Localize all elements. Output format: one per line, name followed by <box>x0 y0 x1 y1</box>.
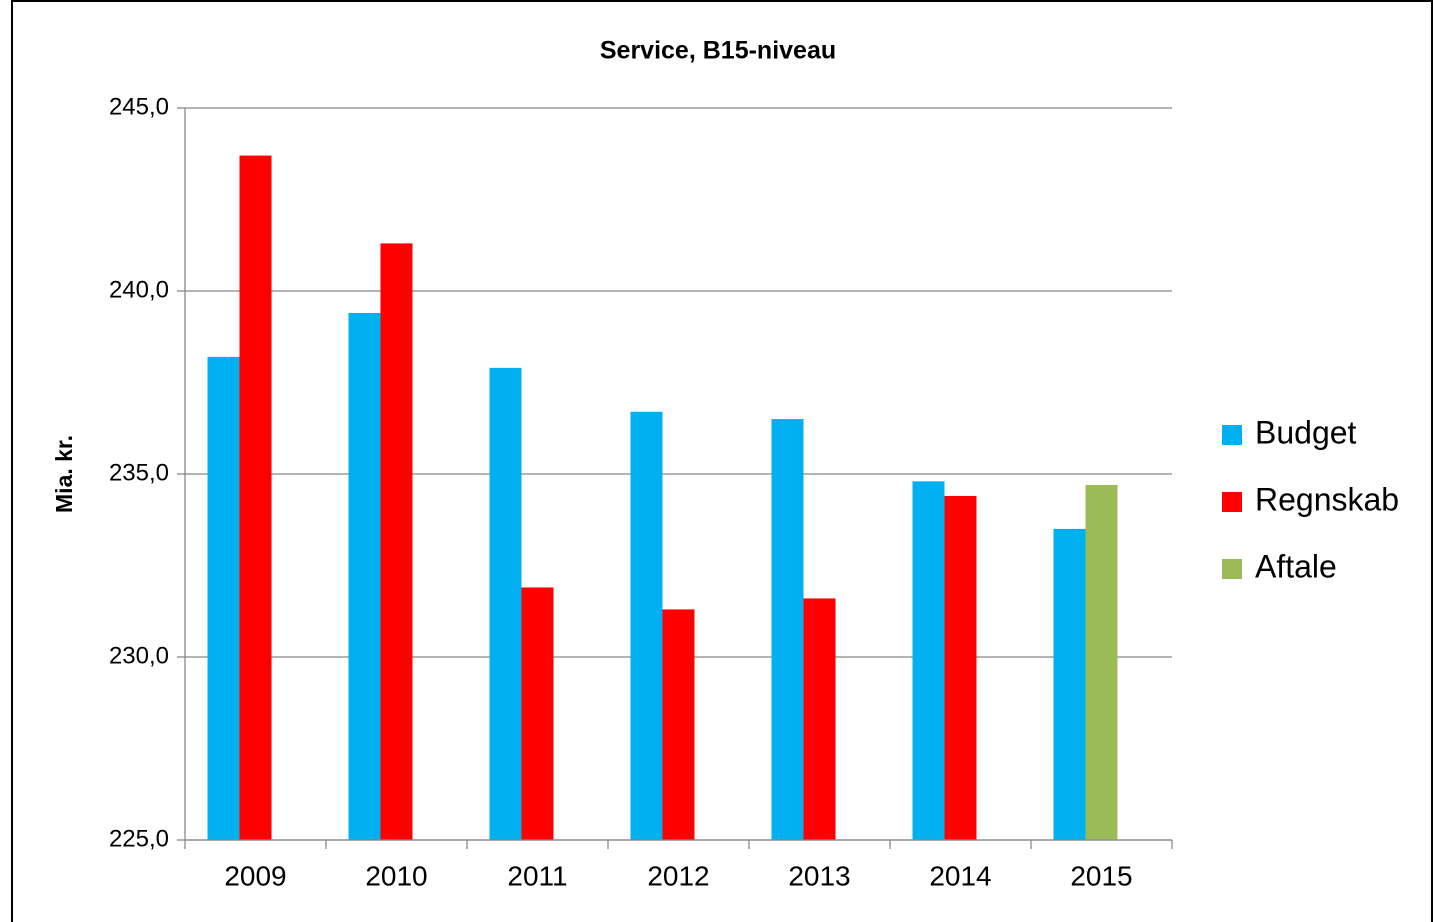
bar <box>521 587 554 840</box>
bar <box>662 609 695 840</box>
y-tick-label: 230,0 <box>109 642 169 669</box>
y-tick-label: 225,0 <box>109 825 169 852</box>
x-tick-label: 2011 <box>507 860 567 891</box>
bar <box>1053 528 1086 840</box>
bar <box>803 598 836 840</box>
chart-title: Service, B15-niveau <box>600 37 836 65</box>
y-axis-label: Mia. kr. <box>51 435 77 513</box>
bar <box>348 312 381 841</box>
x-tick-label: 2012 <box>647 860 709 891</box>
x-tick-label: 2014 <box>929 860 991 891</box>
bar <box>771 419 804 840</box>
x-tick-label: 2015 <box>1070 860 1132 891</box>
bar <box>1085 484 1118 840</box>
y-tick-label: 240,0 <box>109 276 169 303</box>
y-tick-label: 235,0 <box>109 459 169 486</box>
bar <box>380 243 413 841</box>
legend-label: Aftale <box>1255 548 1337 584</box>
bar <box>239 155 272 840</box>
legend-label: Budget <box>1255 414 1357 450</box>
legend-label: Regnskab <box>1255 481 1399 517</box>
legend-swatch <box>1222 559 1242 579</box>
legend-swatch <box>1222 492 1242 512</box>
bar <box>944 495 977 840</box>
bar <box>207 356 240 840</box>
y-tick-label: 245,0 <box>109 93 169 120</box>
legend-swatch <box>1222 425 1242 445</box>
bar <box>489 367 522 840</box>
x-tick-label: 2009 <box>224 860 286 891</box>
x-tick-label: 2010 <box>365 860 427 891</box>
bar <box>630 411 663 840</box>
bar <box>912 481 945 840</box>
x-tick-label: 2013 <box>788 860 850 891</box>
